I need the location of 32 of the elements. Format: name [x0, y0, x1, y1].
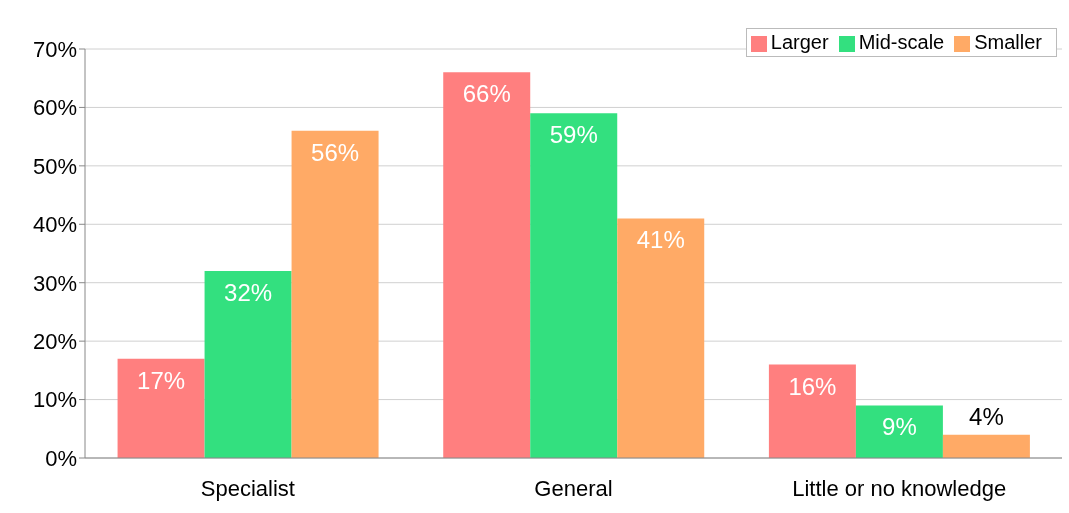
- y-tick-label: 70%: [32, 36, 77, 62]
- bar: [443, 72, 531, 458]
- data-label: 59%: [549, 121, 598, 149]
- data-label: 17%: [137, 366, 186, 394]
- legend-label: Mid-scale: [858, 31, 945, 53]
- y-tick-label: 30%: [32, 270, 77, 296]
- bar: [942, 434, 1030, 458]
- bar: [530, 113, 618, 458]
- legend-label: Smaller: [974, 31, 1042, 53]
- bar: [117, 358, 205, 458]
- y-tick-label: 40%: [32, 212, 77, 238]
- bar: [204, 271, 292, 458]
- data-label: 9%: [882, 413, 917, 441]
- bar: [855, 405, 943, 458]
- legend-label: Larger: [770, 31, 829, 53]
- data-label: 66%: [462, 80, 511, 108]
- data-label: 41%: [636, 226, 685, 254]
- bar: [768, 364, 856, 458]
- x-tick-label: General: [534, 475, 613, 501]
- bar: [291, 130, 379, 458]
- x-tick-label: Little or no knowledge: [792, 475, 1007, 501]
- bar: [617, 218, 705, 458]
- y-tick-label: 60%: [32, 95, 77, 121]
- y-tick-label: 50%: [32, 153, 77, 179]
- data-label: 16%: [788, 372, 837, 400]
- data-label: 4%: [969, 402, 1004, 430]
- y-tick-label: 0%: [45, 445, 77, 471]
- data-label: 56%: [311, 138, 360, 166]
- data-label: 32%: [224, 279, 273, 307]
- x-tick-label: Specialist: [200, 475, 295, 501]
- y-tick-label: 10%: [32, 387, 77, 413]
- y-tick-label: 20%: [32, 328, 77, 354]
